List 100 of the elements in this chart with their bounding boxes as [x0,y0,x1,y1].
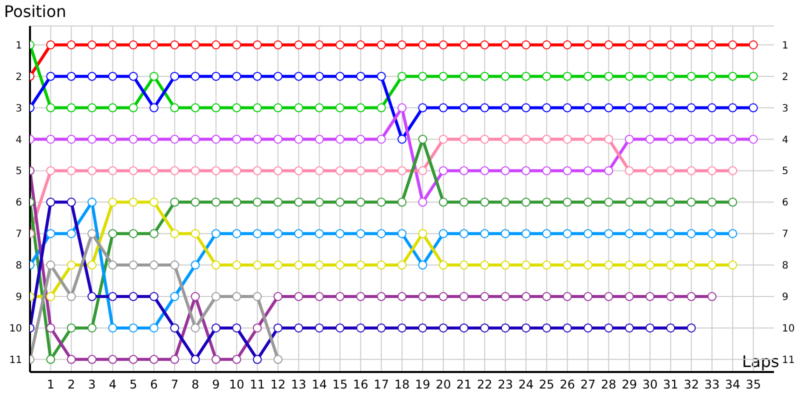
y-axis-title: Position [4,2,66,21]
point [66,323,76,332]
point [418,134,428,144]
point [500,229,510,238]
point [66,260,76,270]
point [252,198,262,207]
point [562,134,572,144]
point [686,72,696,81]
point [624,134,634,144]
point [460,292,468,302]
point [646,166,654,176]
point [604,292,614,302]
x-tick-label: 31 [663,378,678,392]
point [294,323,304,332]
point [522,40,530,50]
point [336,166,344,176]
point [128,72,138,81]
point [480,40,490,50]
point [376,260,386,270]
point [584,40,592,50]
point [708,103,716,112]
point [686,134,696,144]
point [314,323,324,332]
y2-tick-label: 4 [782,134,788,146]
point [624,103,634,112]
point [666,103,676,112]
point [232,198,242,207]
x-tick-label: 3 [88,378,96,392]
point [128,229,138,238]
x-tick-label: 5 [130,378,138,392]
point [46,134,56,144]
point [46,229,56,238]
point [108,40,118,50]
x-tick-label: 16 [353,378,368,392]
point [108,229,118,238]
point [562,260,572,270]
point [646,229,654,238]
point [562,40,572,50]
y2-tick-label: 6 [782,198,788,209]
point [522,229,530,238]
point [460,134,468,144]
x-tick-label: 7 [170,378,178,392]
point [624,40,634,50]
point [480,260,490,270]
point [336,292,344,302]
point [212,198,220,207]
point [666,72,676,81]
point [542,166,552,176]
point [376,134,386,144]
point [66,292,76,302]
point [252,229,262,238]
y-tick-label: 2 [16,72,22,83]
point [604,166,614,176]
point [88,103,96,112]
point [438,260,448,270]
point [438,72,448,81]
point [438,198,448,207]
point [686,198,696,207]
point [170,166,180,176]
point [108,166,118,176]
point [460,72,468,81]
point [728,72,738,81]
point [314,166,324,176]
point [108,354,118,364]
point [604,323,614,332]
point [150,198,158,207]
point [108,72,118,81]
point [500,260,510,270]
point [170,323,180,332]
point [666,260,676,270]
point [542,323,552,332]
point [46,198,56,207]
point [294,40,304,50]
point [584,292,592,302]
point [46,103,56,112]
point [376,40,386,50]
point [66,354,76,364]
point [252,40,262,50]
point [728,229,738,238]
x-tick-label: 6 [150,378,158,392]
x-tick-label: 34 [725,378,740,392]
point [46,40,56,50]
point [500,198,510,207]
point [336,40,344,50]
point [480,103,490,112]
point [274,72,282,81]
point [314,229,324,238]
y-tick-label: 6 [16,198,22,209]
point [500,103,510,112]
point [480,198,490,207]
x-tick-label: 9 [212,378,220,392]
x-tick-label: 26 [560,378,575,392]
point [88,354,96,364]
point [356,260,366,270]
point [128,354,138,364]
point [66,229,76,238]
point [356,229,366,238]
point [624,292,634,302]
point [584,72,592,81]
point [418,72,428,81]
